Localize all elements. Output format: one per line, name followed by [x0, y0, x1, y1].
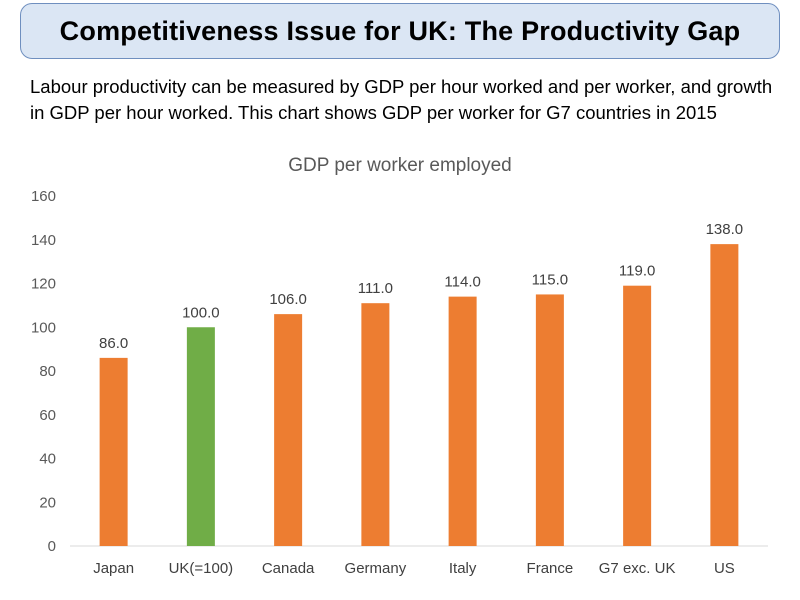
bar	[710, 244, 739, 546]
y-tick-label: 20	[39, 494, 56, 511]
category-label: Italy	[449, 560, 477, 577]
bar	[361, 303, 390, 546]
bar	[99, 357, 128, 546]
y-tick-label: 100	[31, 319, 56, 336]
category-label: G7 exc. UK	[599, 560, 676, 577]
y-tick-label: 40	[39, 451, 56, 468]
y-tick-label: 160	[31, 188, 56, 205]
y-axis-ticks: 0 20 40 60 80 100 120 140 160	[31, 188, 56, 555]
category-label: Japan	[93, 560, 134, 577]
data-label: 138.0	[706, 221, 744, 238]
bar	[623, 285, 652, 546]
data-label: 86.0	[99, 335, 128, 352]
data-label: 114.0	[444, 274, 480, 291]
bar	[448, 296, 477, 546]
bar-series	[99, 244, 739, 546]
data-label: 119.0	[619, 263, 655, 280]
data-label: 106.0	[269, 291, 307, 308]
y-tick-label: 0	[48, 538, 56, 555]
bar	[535, 294, 564, 546]
y-tick-label: 80	[39, 363, 56, 380]
y-tick-label: 60	[39, 407, 56, 424]
page-title: Competitiveness Issue for UK: The Produc…	[59, 15, 741, 46]
bar	[274, 314, 303, 546]
data-label: 100.0	[182, 304, 220, 321]
bar-chart: GDP per worker employed 0 20 40 60 80 100 120 1…	[31, 155, 768, 577]
y-tick-label: 140	[31, 232, 56, 249]
category-label: Canada	[262, 560, 315, 577]
data-label: 115.0	[532, 271, 568, 288]
chart-description: Labour productivity can be measured by G…	[30, 76, 773, 123]
category-label: Germany	[345, 560, 407, 577]
chart-title: GDP per worker employed	[288, 155, 512, 176]
data-label: 111.0	[358, 280, 393, 297]
data-labels: 86.0 100.0 106.0 111.0 114.0 115.0 119.0 138.0	[99, 221, 743, 352]
title-banner: Competitiveness Issue for UK: The Produc…	[20, 3, 780, 59]
bar	[186, 327, 215, 546]
category-label: US	[714, 560, 735, 577]
category-label: France	[527, 560, 574, 577]
category-label: UK(=100)	[169, 560, 234, 577]
y-tick-label: 120	[31, 276, 56, 293]
x-axis-labels: Japan UK(=100) Canada Germany Italy France G7 …	[93, 560, 735, 577]
